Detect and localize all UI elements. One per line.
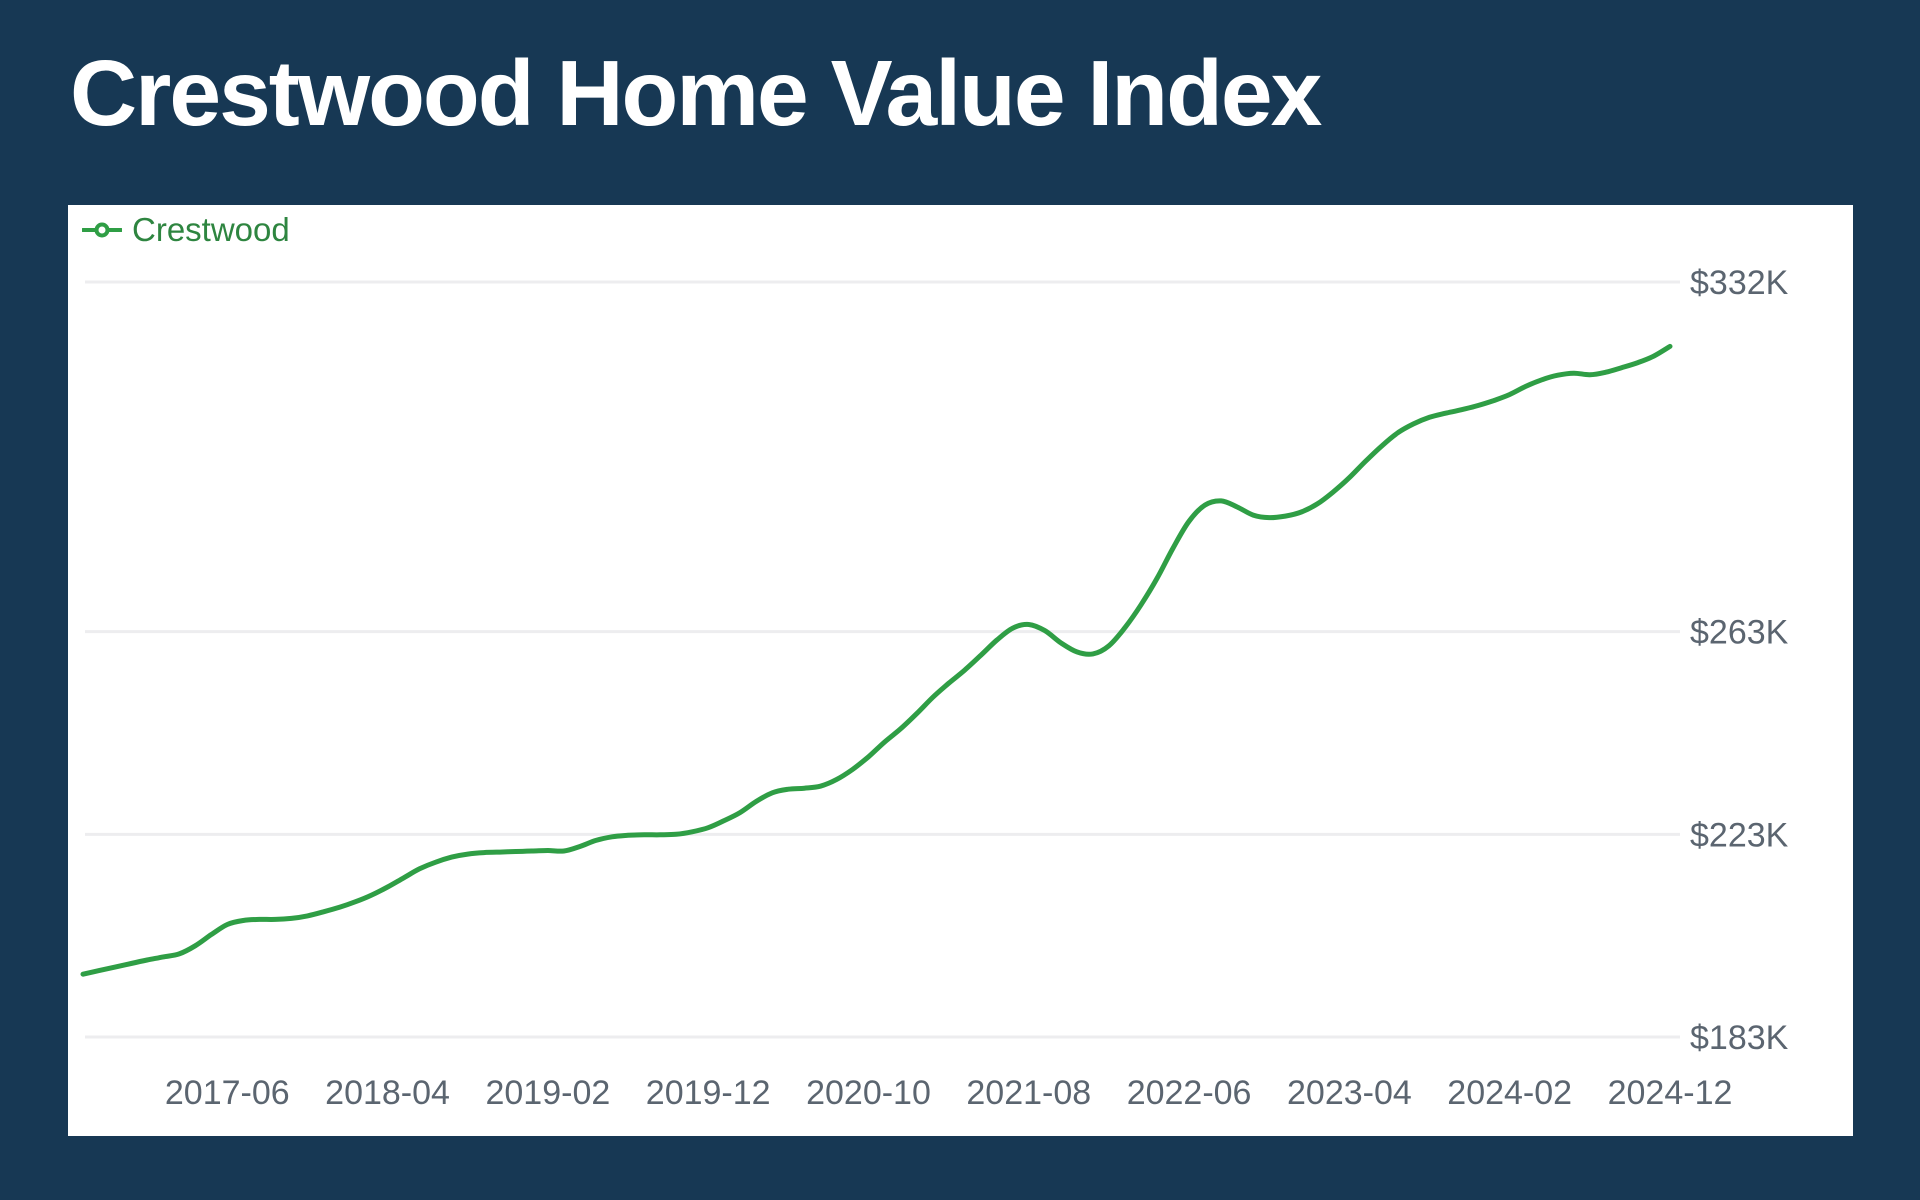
x-axis-tick-label: 2020-10	[806, 1074, 931, 1112]
x-axis-tick-label: 2019-12	[646, 1074, 771, 1112]
chart-card: $332K $263K $223K $183K 2017-06 2018-04 2019-0…	[68, 205, 1853, 1136]
page-title: Crestwood Home Value Index	[70, 41, 1322, 145]
x-axis-tick-label: 2022-06	[1127, 1074, 1252, 1112]
y-axis-tick-label: $332K	[1690, 264, 1789, 302]
legend-item-crestwood[interactable]: Crestwood	[82, 211, 290, 249]
legend-label: Crestwood	[132, 211, 290, 248]
x-axis-tick-label: 2018-04	[325, 1074, 450, 1112]
home-value-chart[interactable]: $332K $263K $223K $183K 2017-06 2018-04 2019-0…	[68, 205, 1853, 1136]
y-axis-tick-label: $223K	[1690, 816, 1789, 854]
y-axis-tick-label: $183K	[1690, 1019, 1789, 1057]
x-axis-tick-label: 2017-06	[165, 1074, 290, 1112]
x-axis-tick-label: 2023-04	[1287, 1074, 1412, 1112]
x-axis-tick-label: 2024-02	[1447, 1074, 1572, 1112]
x-axis-tick-label: 2024-12	[1608, 1074, 1733, 1112]
series-line-crestwood[interactable]	[80, 343, 1673, 977]
x-axis-tick-label: 2021-08	[966, 1074, 1091, 1112]
y-axis-tick-label: $263K	[1690, 614, 1789, 652]
line-circle-icon	[82, 222, 122, 238]
x-axis-tick-label: 2019-02	[485, 1074, 610, 1112]
